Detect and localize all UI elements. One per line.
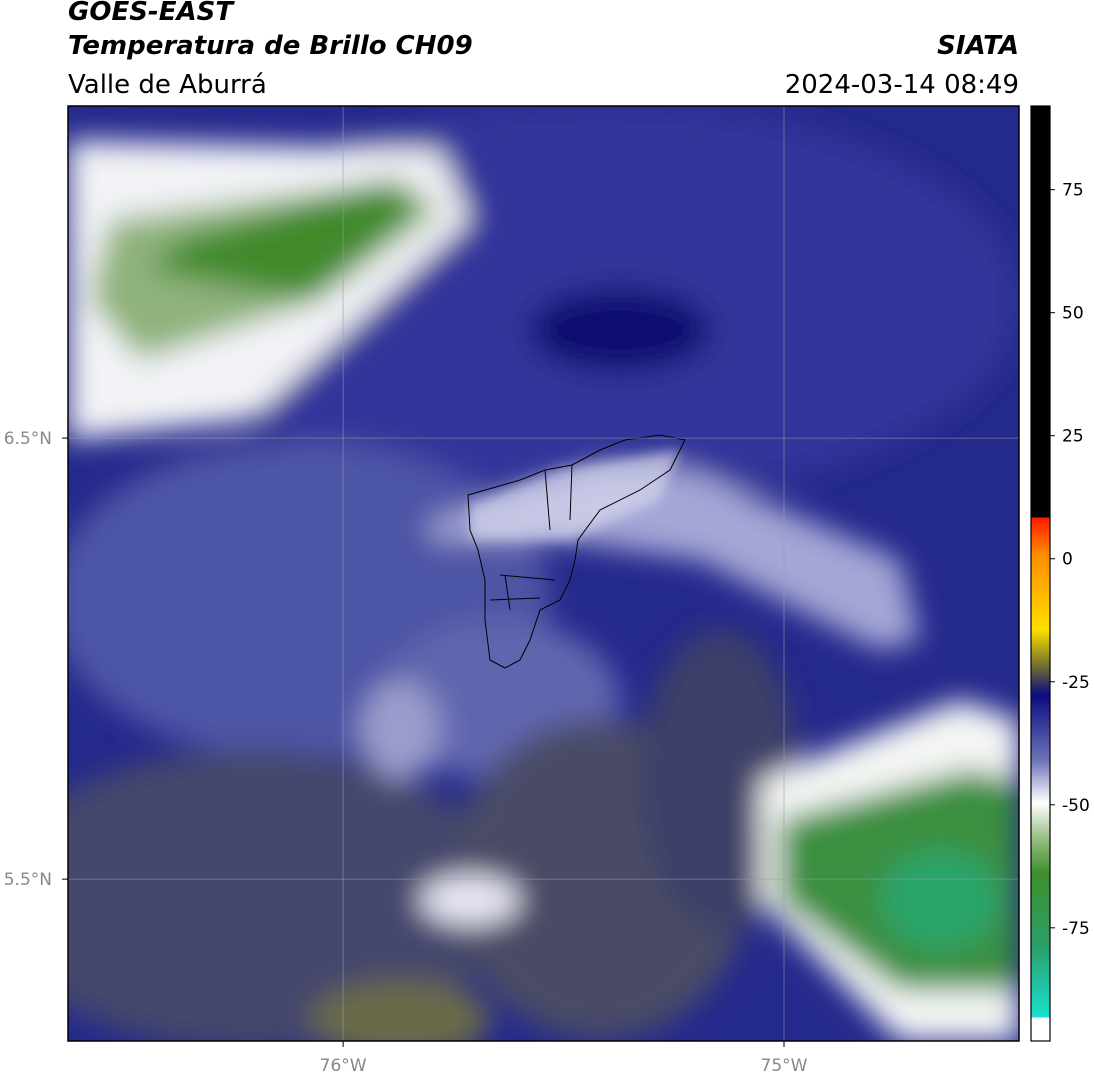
colorbar-tick-label: 75	[1062, 181, 1084, 201]
colorbar-tick-label: -50	[1062, 796, 1090, 816]
map-frame	[67, 105, 1020, 1042]
x-tick-label: 75°W	[761, 1056, 808, 1076]
title: GOES-EAST	[68, 0, 235, 27]
satellite-image	[68, 106, 1019, 1041]
x-tick-label: 76°W	[320, 1056, 367, 1076]
colorbar-tick-label: -75	[1062, 919, 1090, 939]
source: SIATA	[937, 31, 1019, 61]
y-tick-label: 6.5°N	[4, 429, 52, 449]
header: GOES-EAST Temperatura de Brillo CH09 Val…	[68, 0, 1019, 100]
timestamp: 2024-03-14 08:49	[785, 70, 1019, 100]
y-tick-label: 5.5°N	[4, 870, 52, 890]
colorbar-tick-label: 25	[1062, 427, 1084, 447]
region: Valle de Aburrá	[68, 70, 267, 100]
subtitle: Temperatura de Brillo CH09	[68, 31, 473, 61]
colorbar-tick-label: 0	[1062, 550, 1073, 570]
colorbar	[1030, 105, 1051, 1042]
municipal-boundaries	[467, 434, 686, 669]
colorbar-tick-label: -25	[1062, 673, 1090, 693]
graticule	[68, 106, 1019, 1041]
colorbar-tick-label: 50	[1062, 304, 1084, 324]
